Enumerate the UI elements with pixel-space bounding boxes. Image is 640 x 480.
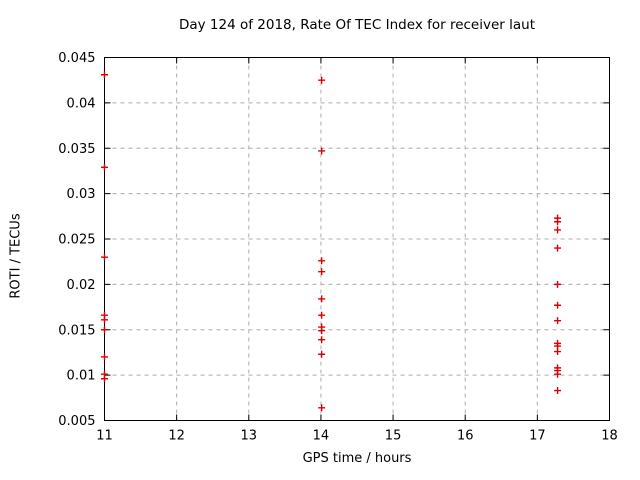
chart-title: Day 124 of 2018, Rate Of TEC Index for r… xyxy=(178,17,536,33)
data-point-marker xyxy=(554,317,562,325)
y-tick-label: 0.04 xyxy=(67,96,96,111)
data-point-marker xyxy=(101,71,108,79)
y-tick-label: 0.02 xyxy=(67,278,96,293)
data-point-marker xyxy=(101,253,108,261)
data-point-marker xyxy=(318,311,326,319)
y-tick-label: 0.015 xyxy=(58,323,95,338)
data-point-marker xyxy=(318,268,326,276)
data-point-marker xyxy=(318,336,326,344)
y-tick-label: 0.005 xyxy=(58,414,95,429)
data-point-marker xyxy=(318,76,326,84)
x-tick-label: 14 xyxy=(313,429,330,444)
data-point-marker xyxy=(101,375,108,383)
y-tick-label: 0.045 xyxy=(58,51,95,66)
y-tick-label: 0.035 xyxy=(58,142,95,157)
x-tick-label: 18 xyxy=(601,429,618,444)
data-point-marker xyxy=(554,387,562,395)
x-tick-label: 15 xyxy=(385,429,402,444)
data-point-marker xyxy=(318,147,326,155)
data-point-marker xyxy=(554,244,562,252)
data-point-marker xyxy=(554,370,562,378)
data-point-marker xyxy=(318,257,326,265)
data-point-marker xyxy=(554,226,562,234)
x-axis-label: GPS time / hours xyxy=(302,451,412,466)
data-point-marker xyxy=(318,327,326,335)
data-point-marker xyxy=(554,280,562,288)
x-tick-label: 13 xyxy=(241,429,258,444)
y-tick-label: 0.025 xyxy=(58,233,95,248)
data-point-marker xyxy=(101,326,108,334)
y-tick-label: 0.03 xyxy=(67,187,96,202)
x-tick-label: 16 xyxy=(457,429,474,444)
data-point-marker xyxy=(101,316,108,324)
data-point-marker xyxy=(554,348,562,356)
x-tick-label: 11 xyxy=(96,429,113,444)
data-point-marker xyxy=(318,295,326,303)
data-point-marker xyxy=(318,350,326,358)
x-tick-label: 12 xyxy=(168,429,185,444)
data-point-marker xyxy=(554,218,562,226)
y-tick-label: 0.01 xyxy=(67,369,96,384)
data-point-marker xyxy=(318,404,326,412)
data-point-marker xyxy=(101,353,108,361)
x-tick-label: 17 xyxy=(529,429,546,444)
data-point-marker xyxy=(554,301,562,309)
data-point-marker xyxy=(101,163,108,171)
